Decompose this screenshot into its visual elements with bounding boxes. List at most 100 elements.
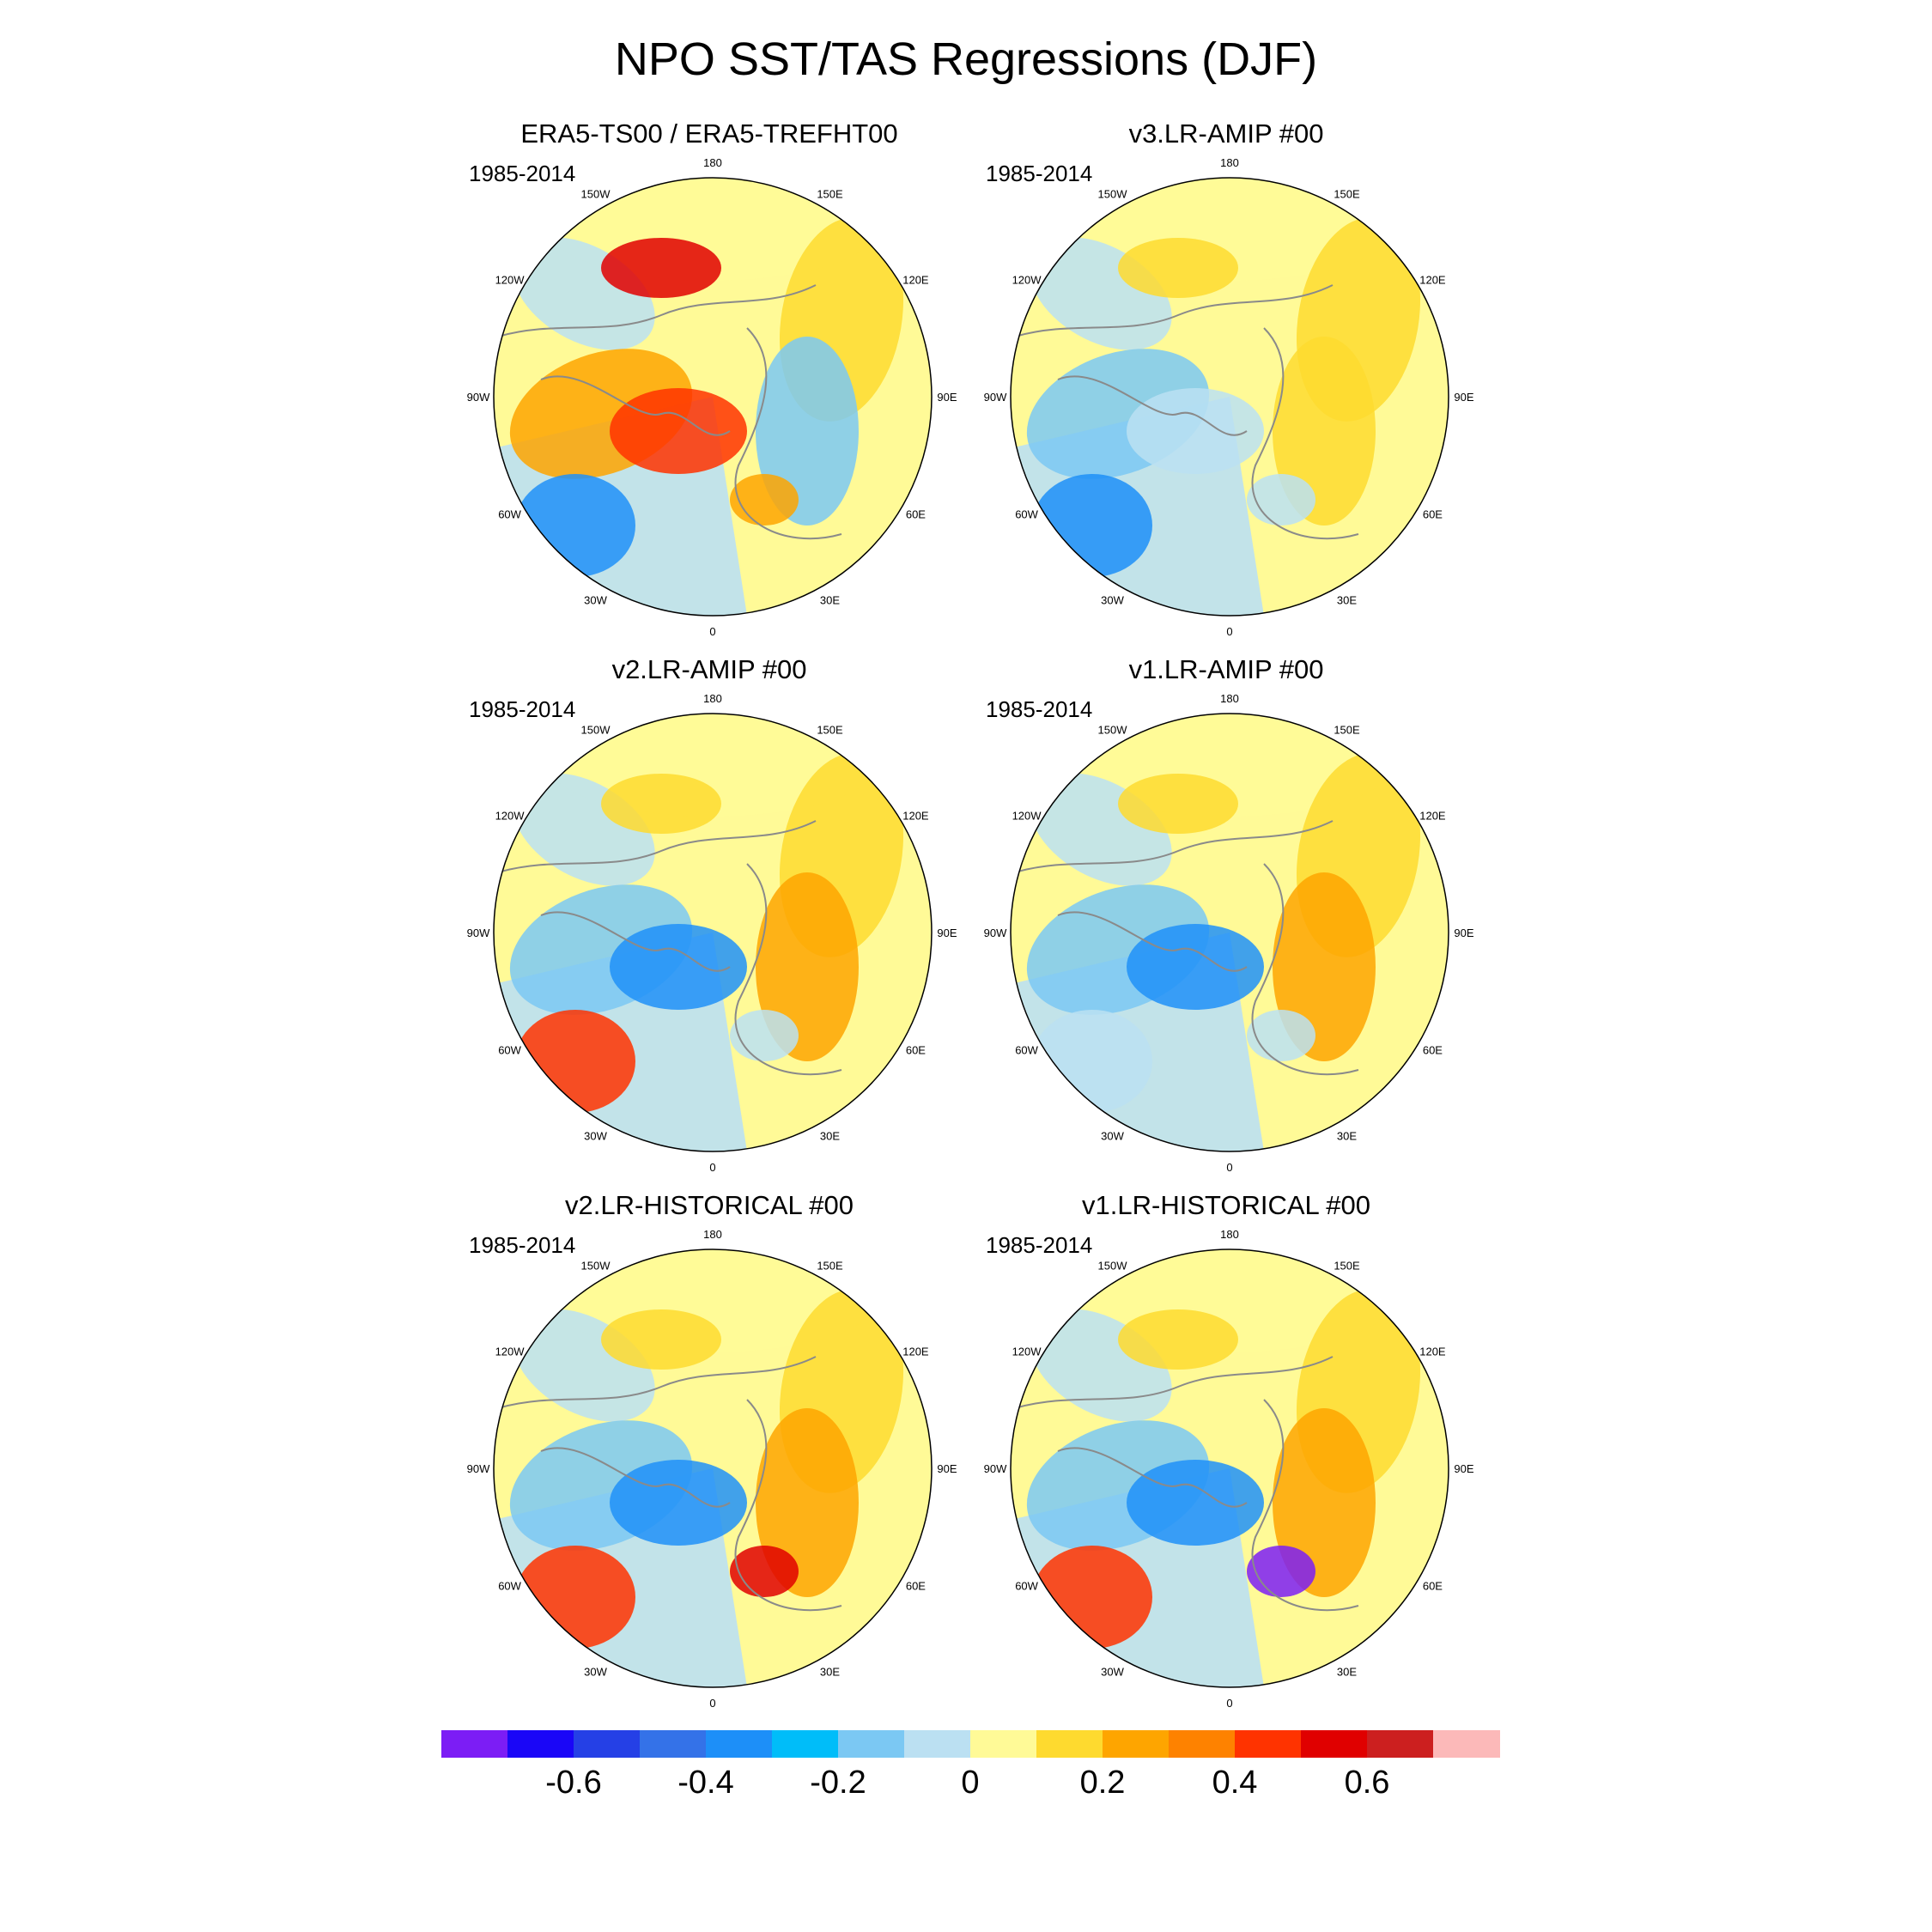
colorbar-box xyxy=(1103,1730,1170,1758)
longitude-label: 60W xyxy=(1015,508,1038,521)
longitude-label: 30E xyxy=(1337,1665,1357,1678)
polar-map: 180 150E 120E 90E 60E 30E 0 30W 60W 90W 120W 150W xyxy=(984,1228,1474,1710)
coastline xyxy=(734,1399,842,1612)
longitude-label: 30E xyxy=(1337,593,1357,606)
polar-map: 180 150E 120E 90E 60E 30E 0 30W 60W 90W 120W 150W xyxy=(984,692,1474,1174)
colorbar-box xyxy=(1301,1730,1368,1758)
map-border xyxy=(1010,713,1449,1152)
figure-title: NPO SST/TAS Regressions (DJF) xyxy=(614,33,1318,85)
map-panel-era5: ERA5-TS00 / ERA5-TREFHT00 1985-2014 180 1… xyxy=(426,118,1044,651)
longitude-label: 90E xyxy=(937,391,957,404)
colorbar-box xyxy=(970,1730,1037,1758)
coastline xyxy=(540,911,731,972)
longitude-label: 90W xyxy=(467,1462,490,1475)
coastline xyxy=(497,1356,817,1409)
field-anomaly xyxy=(610,388,747,474)
longitude-label: 30E xyxy=(1337,1129,1357,1142)
field-anomaly xyxy=(730,1546,799,1597)
field-anomaly xyxy=(1247,1010,1315,1061)
longitude-label: 150E xyxy=(1334,188,1360,201)
panel-title: v1.LR-AMIP #00 xyxy=(1128,654,1324,684)
panel-period: 1985-2014 xyxy=(986,1232,1093,1258)
longitude-label: 0 xyxy=(1226,1697,1232,1710)
coastline xyxy=(1014,284,1334,337)
panel-period: 1985-2014 xyxy=(986,161,1093,186)
longitude-label: 0 xyxy=(1226,1161,1232,1174)
longitude-label: 120E xyxy=(1419,274,1446,287)
longitude-label: 150W xyxy=(581,188,611,201)
coastline xyxy=(734,863,842,1076)
colorbar-box xyxy=(1235,1730,1302,1758)
longitude-label: 30W xyxy=(1101,1665,1124,1678)
longitude-label: 60W xyxy=(498,1044,521,1057)
panel-title: v3.LR-AMIP #00 xyxy=(1128,118,1324,149)
map-panel-v2-historical: v2.LR-HISTORICAL #00 1985-2014 180 150E 12… xyxy=(426,1190,1044,1722)
longitude-label: 30E xyxy=(820,1129,840,1142)
longitude-label: 120E xyxy=(902,1346,929,1358)
longitude-label: 90E xyxy=(1454,927,1473,939)
longitude-label: 90E xyxy=(937,927,957,939)
panel-title: ERA5-TS00 / ERA5-TREFHT00 xyxy=(520,118,898,149)
panel-period: 1985-2014 xyxy=(469,1232,576,1258)
field-anomaly xyxy=(1032,1010,1152,1113)
longitude-label: 120E xyxy=(1419,1346,1446,1358)
longitude-label: 120W xyxy=(1012,810,1042,823)
longitude-label: 180 xyxy=(703,692,722,705)
longitude-label: 120W xyxy=(495,1346,526,1358)
longitude-label: 60E xyxy=(906,1580,926,1593)
polar-map: 180 150E 120E 90E 60E 30E 0 30W 60W 90W 120W 150W xyxy=(467,1228,957,1710)
colorbar-box xyxy=(1036,1730,1103,1758)
colorbar-box xyxy=(1169,1730,1236,1758)
longitude-label: 120E xyxy=(902,274,929,287)
colorbar-tick-label: 0.4 xyxy=(1212,1765,1258,1801)
field-anomaly xyxy=(601,238,721,298)
longitude-label: 60E xyxy=(906,1044,926,1057)
longitude-label: 150E xyxy=(1334,1260,1360,1273)
coastline xyxy=(1057,1447,1248,1508)
longitude-label: 120E xyxy=(1419,810,1446,823)
colorbar-tick-label: -0.4 xyxy=(677,1765,734,1801)
longitude-label: 150E xyxy=(817,1260,843,1273)
polar-map: 180 150E 120E 90E 60E 30E 0 30W 60W 90W 120W 150W xyxy=(467,156,957,638)
field-anomaly xyxy=(1118,774,1238,834)
field-anomaly xyxy=(1118,238,1238,298)
longitude-label: 150W xyxy=(1098,1260,1128,1273)
longitude-label: 60E xyxy=(1423,1044,1443,1057)
longitude-label: 120W xyxy=(1012,1346,1042,1358)
map-panel-v2-amip: v2.LR-AMIP #00 1985-2014 180 150E 120E 90E 6… xyxy=(426,654,1044,1187)
longitude-label: 120W xyxy=(495,810,526,823)
polar-map: 180 150E 120E 90E 60E 30E 0 30W 60W 90W 120W 150W xyxy=(467,692,957,1174)
field-anomaly xyxy=(601,774,721,834)
longitude-label: 90W xyxy=(984,927,1007,939)
longitude-label: 60W xyxy=(498,1580,521,1593)
longitude-label: 30W xyxy=(584,593,607,606)
longitude-label: 150E xyxy=(817,188,843,201)
longitude-label: 90W xyxy=(467,391,490,404)
longitude-label: 150W xyxy=(1098,724,1128,737)
map-panel-v1-historical: v1.LR-HISTORICAL #00 1985-2014 180 150E 12… xyxy=(943,1190,1561,1722)
longitude-label: 90E xyxy=(1454,1462,1473,1475)
colorbar-box xyxy=(838,1730,905,1758)
longitude-label: 30W xyxy=(584,1129,607,1142)
colorbar-box xyxy=(507,1730,574,1758)
map-border xyxy=(493,713,933,1152)
longitude-label: 90W xyxy=(984,391,1007,404)
longitude-label: 90W xyxy=(467,927,490,939)
panel-period: 1985-2014 xyxy=(469,696,576,722)
longitude-label: 60W xyxy=(1015,1044,1038,1057)
longitude-label: 60E xyxy=(1423,1580,1443,1593)
colorbar xyxy=(441,1730,1500,1758)
colorbar-box xyxy=(772,1730,839,1758)
field-anomaly xyxy=(730,1010,799,1061)
field-anomaly xyxy=(1247,474,1315,526)
longitude-label: 180 xyxy=(1220,1228,1239,1241)
colorbar-tick-label: 0.6 xyxy=(1344,1765,1390,1801)
map-border xyxy=(493,177,933,617)
colorbar-box xyxy=(574,1730,641,1758)
longitude-label: 30E xyxy=(820,593,840,606)
longitude-label: 60E xyxy=(906,508,926,521)
longitude-label: 180 xyxy=(703,156,722,169)
longitude-label: 0 xyxy=(709,1697,715,1710)
panel-period: 1985-2014 xyxy=(469,161,576,186)
field-anomaly xyxy=(1032,474,1152,577)
